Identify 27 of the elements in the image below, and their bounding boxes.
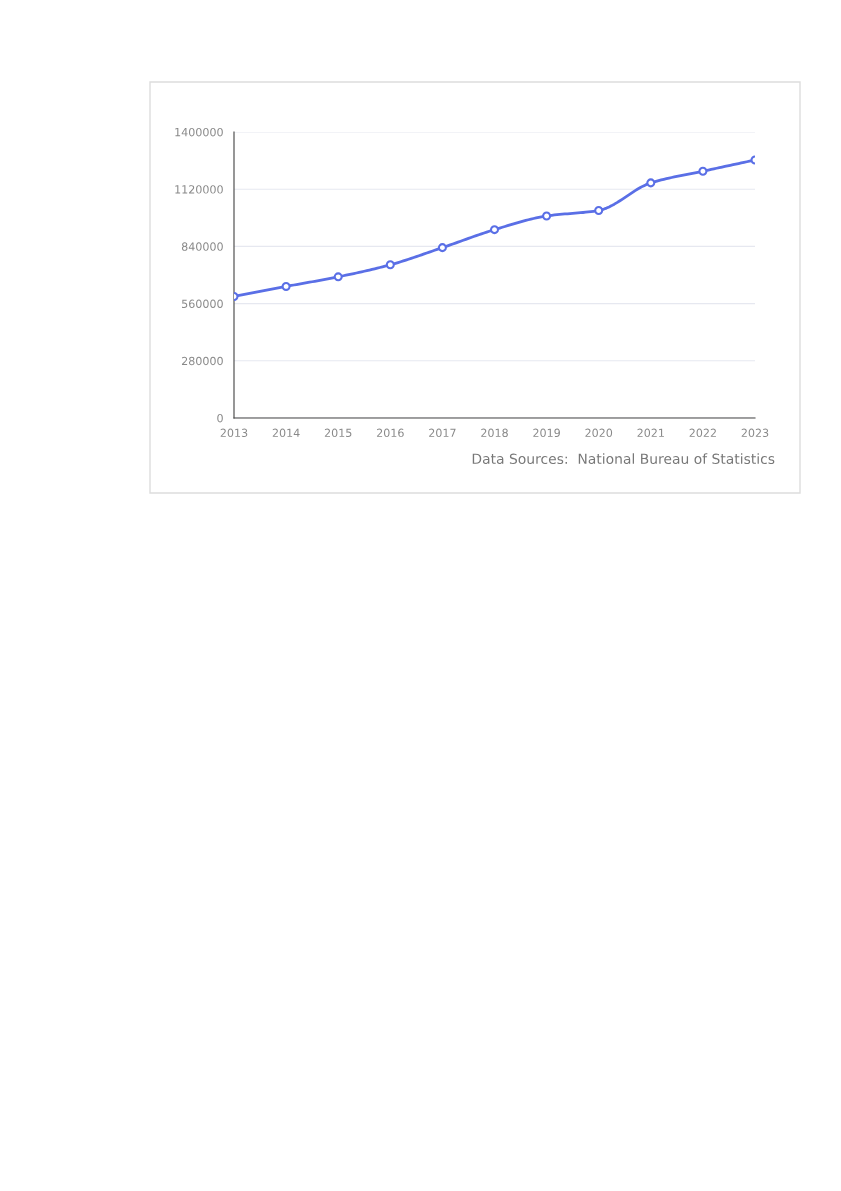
y-tick-label: 840000 [181,242,223,251]
point [594,205,604,215]
y-tick-label: 0 [217,413,223,423]
y-tick-label: 1400000 [175,127,223,137]
x-tick-label: 2014 [272,428,300,438]
x-tick-label: 2017 [429,428,456,438]
point [542,211,552,221]
x-tick-label: 2013 [220,428,248,438]
text: Data Sources: National Bureau of Statistics [472,453,775,465]
y-tick-label: 1120000 [175,185,223,194]
point [489,225,500,235]
y-tick-label: 560000 [182,299,223,308]
x-tick-label: 2019 [533,428,560,438]
y-tick-label: 280000 [181,356,223,366]
x-tick-label: 2015 [324,428,352,438]
x-tick-label: 2022 [689,428,716,438]
x-tick-label: 2020 [585,428,613,438]
x-tick-label: 2016 [376,428,404,438]
point [385,260,395,270]
point [437,243,447,253]
point [698,166,708,176]
x-tick-label: 2023 [741,428,769,438]
x-tick-label: 2021 [637,428,664,438]
point [281,281,291,291]
x-tick-label: 2018 [481,428,508,438]
point [646,178,656,188]
point [333,272,343,282]
